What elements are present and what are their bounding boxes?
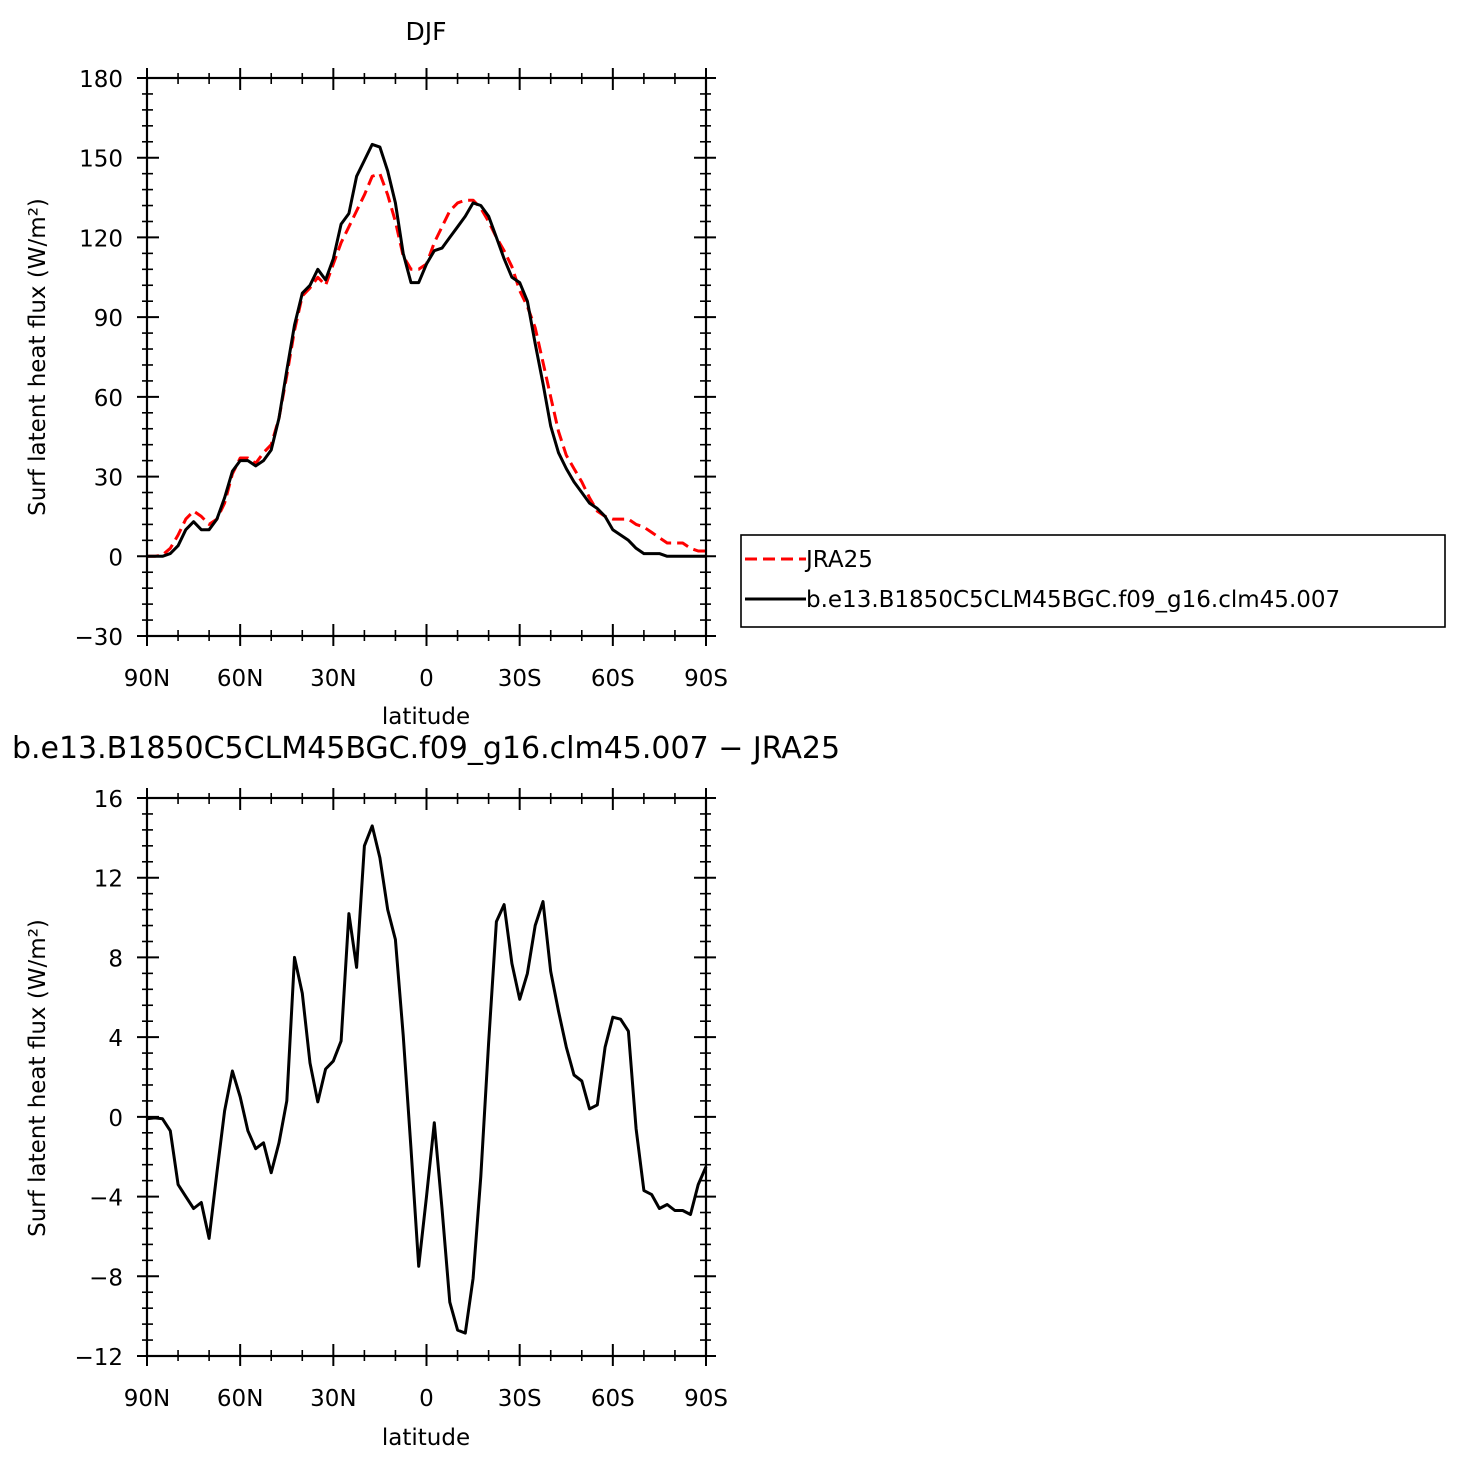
legend-label-jra25: JRA25 [804, 547, 873, 573]
bottom-y-tick-label: 16 [94, 787, 123, 813]
bottom-x-tick-label: 0 [419, 1386, 434, 1412]
bottom-y-tick-label: −4 [89, 1186, 123, 1212]
top-x-tick-label: 0 [419, 666, 434, 692]
bottom-y-tick-label: 4 [108, 1026, 123, 1052]
top-y-tick-label: 0 [108, 545, 123, 571]
top-y-tick-label: 120 [79, 226, 123, 252]
bottom-x-tick-label: 30S [498, 1386, 542, 1412]
bottom-y-tick-label: −8 [89, 1265, 123, 1291]
top-x-tick-label: 60S [591, 666, 635, 692]
bottom-y-tick-label: −12 [74, 1345, 123, 1371]
bottom-y-axis-label: Surf latent heat flux (W/m²) [25, 919, 51, 1237]
top-y-tick-label: −30 [74, 625, 123, 651]
top-y-tick-label: 90 [94, 306, 123, 332]
bottom-ticks-layer: −12 −8 −4 0 4 8 12 16 90N 60N 30N 0 30S 60S 90S [74, 787, 727, 1412]
bottom-y-tick-label: 0 [108, 1106, 123, 1132]
bottom-x-axis-label: latitude [382, 1425, 470, 1451]
top-x-tick-label: 60N [217, 666, 263, 692]
panel-bottom: b.e13.B1850C5CLM45BGC.f09_g16.clm45.007 … [12, 731, 840, 1451]
top-x-axis-label: latitude [382, 704, 470, 730]
bottom-series-line-0 [146, 824, 708, 1335]
top-y-axis-label: Surf latent heat flux (W/m²) [25, 198, 51, 516]
top-x-tick-label: 30N [310, 666, 356, 692]
bottom-chart-title: b.e13.B1850C5CLM45BGC.f09_g16.clm45.007 … [12, 731, 840, 766]
top-x-tick-label: 30S [498, 666, 542, 692]
top-x-tick-label: 90S [684, 666, 728, 692]
legend-label-model: b.e13.B1850C5CLM45BGC.f09_g16.clm45.007 [806, 587, 1340, 613]
bottom-x-tick-label: 90N [124, 1386, 170, 1412]
top-series-line-0 [147, 172, 706, 558]
top-series-line-1 [147, 142, 706, 558]
panel-top: DJF Surf latent heat flux (W/m²) −30 0 30 6… [25, 17, 728, 730]
bottom-x-tick-label: 90S [684, 1386, 728, 1412]
bottom-y-tick-label: 12 [94, 867, 123, 893]
bottom-series-layer [146, 824, 708, 1335]
top-ticks-layer: −30 0 30 60 90 120 150 180 90N 60N 30N 0 30S 60S 90S [74, 67, 727, 692]
top-x-tick-label: 90N [124, 666, 170, 692]
legend: JRA25 b.e13.B1850C5CLM45BGC.f09_g16.clm4… [740, 534, 1446, 628]
bottom-x-tick-label: 30N [310, 1386, 356, 1412]
top-y-tick-label: 60 [94, 386, 123, 412]
top-series-layer [147, 142, 706, 558]
bottom-x-tick-label: 60S [591, 1386, 635, 1412]
bottom-x-tick-label: 60N [217, 1386, 263, 1412]
top-plot-frame [145, 76, 708, 638]
bottom-y-tick-label: 8 [108, 946, 123, 972]
top-y-tick-label: 150 [79, 147, 123, 173]
top-y-tick-label: 180 [79, 67, 123, 93]
legend-box [740, 534, 1446, 628]
top-y-tick-label: 30 [94, 466, 123, 492]
top-chart-title: DJF [405, 17, 446, 46]
